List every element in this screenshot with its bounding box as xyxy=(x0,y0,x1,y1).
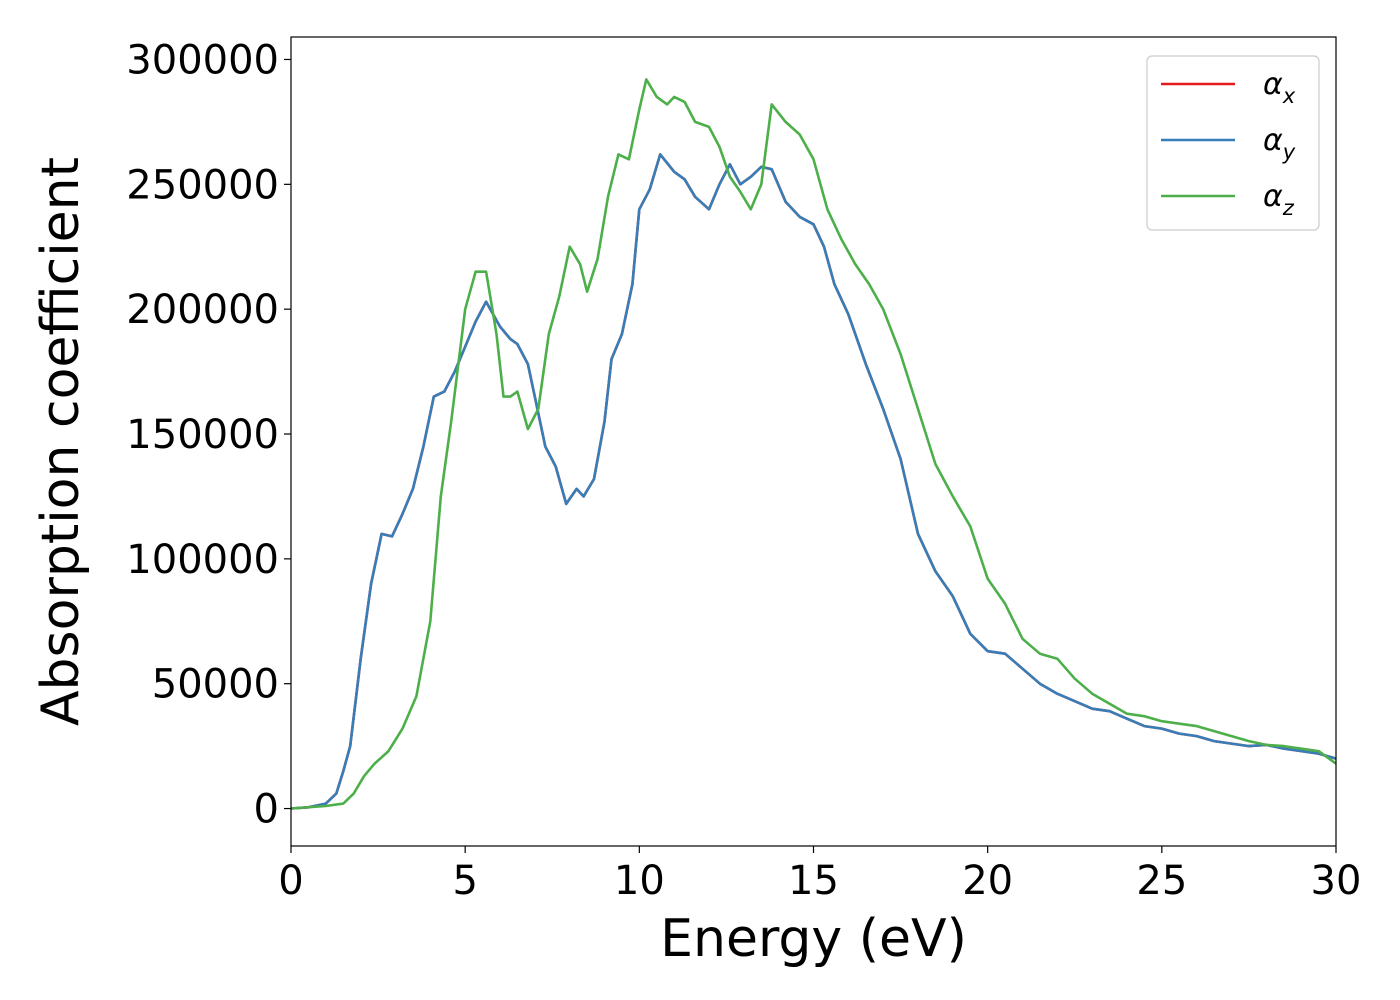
series-line-0 xyxy=(291,153,1336,810)
y-tick-label: 50000 xyxy=(152,662,279,708)
series-layer xyxy=(291,78,1336,810)
legend: αx αy αz xyxy=(1146,55,1320,231)
legend-label-1: αy xyxy=(1263,123,1296,164)
x-tick-label: 0 xyxy=(278,858,303,904)
y-axis-label: Absorption coefficient xyxy=(31,157,91,726)
y-tick-label: 100000 xyxy=(126,537,279,583)
series-line-1 xyxy=(291,153,1336,810)
x-tick-label: 10 xyxy=(614,858,665,904)
y-tick-label: 150000 xyxy=(126,412,279,458)
legend-label-0: αx xyxy=(1263,67,1296,108)
legend-box xyxy=(1146,55,1320,231)
legend-label-2: αz xyxy=(1263,179,1295,220)
y-tick-label: 250000 xyxy=(126,162,279,208)
x-tick-label: 15 xyxy=(788,858,839,904)
x-tick-label: 20 xyxy=(962,858,1013,904)
x-tick-label: 30 xyxy=(1311,858,1362,904)
x-tick-label: 25 xyxy=(1136,858,1187,904)
y-tick-label: 300000 xyxy=(126,37,279,83)
y-tick-label: 0 xyxy=(254,787,279,833)
y-axis: 0 50000 100000 150000 200000 250000 300000 xyxy=(126,37,291,833)
x-axis-label: Energy (eV) xyxy=(660,909,967,969)
x-tick-label: 5 xyxy=(452,858,477,904)
series-line-2 xyxy=(291,78,1336,810)
x-axis: 0 5 10 15 20 25 30 xyxy=(278,846,1361,904)
y-tick-label: 200000 xyxy=(126,287,279,333)
